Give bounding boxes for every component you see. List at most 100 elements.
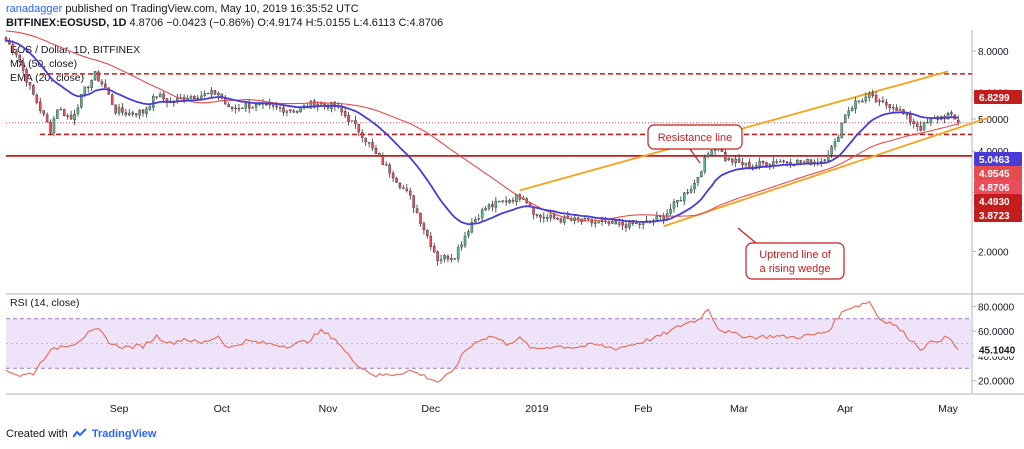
candle-body	[802, 161, 806, 163]
candle-body	[62, 108, 66, 117]
candle-body	[278, 107, 282, 109]
candle-body	[864, 96, 868, 102]
candle-body	[604, 220, 607, 222]
candle-body	[148, 106, 152, 110]
price-label: 6.8299	[979, 93, 1010, 104]
candle-body	[450, 258, 453, 260]
tradingview-brand[interactable]: TradingView	[91, 428, 157, 440]
candle-body	[436, 251, 439, 261]
uptrend-callout-pointer	[737, 227, 757, 244]
candle-body	[56, 109, 59, 119]
candle-body	[289, 109, 292, 112]
candle-body	[607, 221, 611, 225]
candle-body	[494, 200, 498, 208]
candle-body	[374, 148, 378, 154]
candle-body	[131, 112, 135, 115]
rsi-tick-label: 80.0000	[978, 302, 1015, 313]
candle-body	[758, 161, 761, 167]
candle-body	[806, 159, 809, 163]
candle-body	[456, 247, 460, 260]
candle-body	[477, 218, 480, 220]
candle-body	[49, 121, 52, 133]
candle-body	[220, 93, 224, 99]
price-change: −0.0423 (−0.86%)	[166, 17, 255, 29]
candle-body	[487, 204, 491, 209]
candle-body	[117, 107, 121, 114]
legend-rsi[interactable]: RSI (14, close)	[10, 297, 80, 309]
candle-body	[556, 217, 559, 220]
candle-body	[676, 200, 679, 203]
candle-body	[593, 222, 597, 224]
candle-body	[59, 109, 63, 111]
candle-body	[35, 94, 39, 103]
x-tick-label: Mar	[730, 403, 749, 415]
candle-body	[90, 79, 93, 88]
x-tick-label: 2019	[525, 403, 549, 415]
tradingview-logo-icon	[72, 428, 87, 438]
candle-body	[45, 114, 49, 122]
candle-body	[922, 122, 926, 131]
candle-body	[768, 164, 772, 166]
candle-body	[76, 107, 80, 114]
candle-body	[237, 108, 241, 110]
candle-body	[162, 93, 165, 100]
candle-body	[823, 159, 826, 161]
candle-body	[559, 218, 563, 223]
candle-body	[333, 101, 337, 108]
candle-body	[230, 106, 234, 109]
candle-body	[408, 190, 412, 196]
candle-body	[480, 209, 484, 219]
author-link[interactable]: ranadagger	[6, 3, 63, 15]
candle-body	[730, 158, 734, 163]
candle-body	[357, 123, 361, 133]
candle-body	[778, 161, 782, 163]
candle-body	[25, 69, 28, 83]
candle-body	[347, 115, 350, 122]
candle-body	[915, 123, 919, 127]
candle-body	[761, 160, 765, 164]
candle-body	[700, 171, 703, 177]
candle-body	[104, 83, 107, 88]
candle-body	[669, 208, 672, 214]
price-label-box	[974, 180, 1022, 194]
candle-body	[254, 104, 258, 108]
candle-body	[426, 230, 429, 237]
candle-body	[83, 86, 87, 95]
price-label: 4.9545	[979, 169, 1010, 180]
legend-ema[interactable]: EMA (20, close)	[10, 72, 85, 84]
candle-body	[491, 204, 494, 207]
legend-ma[interactable]: MA (50, close)	[10, 58, 78, 70]
candle-body	[69, 114, 73, 120]
publish-line: ranadagger published on TradingView.com,…	[6, 3, 359, 15]
candle-body	[508, 200, 511, 203]
candle-body	[319, 103, 323, 105]
candle-body	[946, 112, 950, 120]
candle-body	[100, 81, 104, 85]
x-tick-label: Dec	[421, 403, 440, 415]
resistance-callout-pointer	[689, 148, 701, 164]
candle-body	[463, 235, 467, 246]
candle-body	[110, 94, 114, 105]
candle-body	[511, 199, 515, 202]
candle-body	[662, 215, 665, 220]
candle-body	[470, 222, 474, 233]
candle-body	[415, 208, 419, 214]
symbol: BITFINEX:EOSUSD, 1D	[6, 17, 127, 29]
candle-body	[350, 120, 354, 122]
ohlc-high-label: H:	[305, 17, 317, 29]
candle-body	[378, 153, 381, 157]
rsi-line	[5, 300, 959, 383]
candle-body	[696, 176, 700, 183]
ohlc-high: 5.0155	[316, 17, 351, 29]
price-tick-label: 8.0000	[978, 47, 1009, 58]
candle-body	[611, 220, 614, 224]
candle-body	[282, 107, 285, 113]
candle-body	[398, 182, 402, 188]
ohlc-close: 4.8706	[409, 17, 444, 29]
candle-body	[313, 100, 316, 107]
candle-body	[929, 118, 933, 124]
candle-body	[539, 214, 542, 218]
candle-body	[830, 146, 833, 155]
x-tick-label: Oct	[214, 403, 230, 415]
candle-body	[957, 119, 960, 123]
